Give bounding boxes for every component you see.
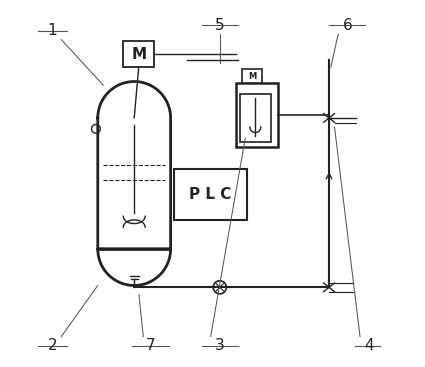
Bar (123, 41, 154, 67)
Text: 7: 7 (146, 338, 156, 353)
Text: P L C: P L C (190, 187, 232, 202)
Text: 1: 1 (48, 23, 57, 38)
Text: 5: 5 (215, 18, 224, 33)
Text: 6: 6 (343, 18, 352, 33)
Bar (242, 69, 262, 83)
Text: 3: 3 (215, 338, 225, 353)
Bar (174, 169, 247, 220)
Text: 4: 4 (364, 338, 374, 353)
Bar (240, 94, 271, 142)
Text: M: M (131, 47, 146, 62)
Bar (236, 83, 278, 147)
Text: M: M (248, 72, 257, 80)
Text: 2: 2 (48, 338, 57, 353)
